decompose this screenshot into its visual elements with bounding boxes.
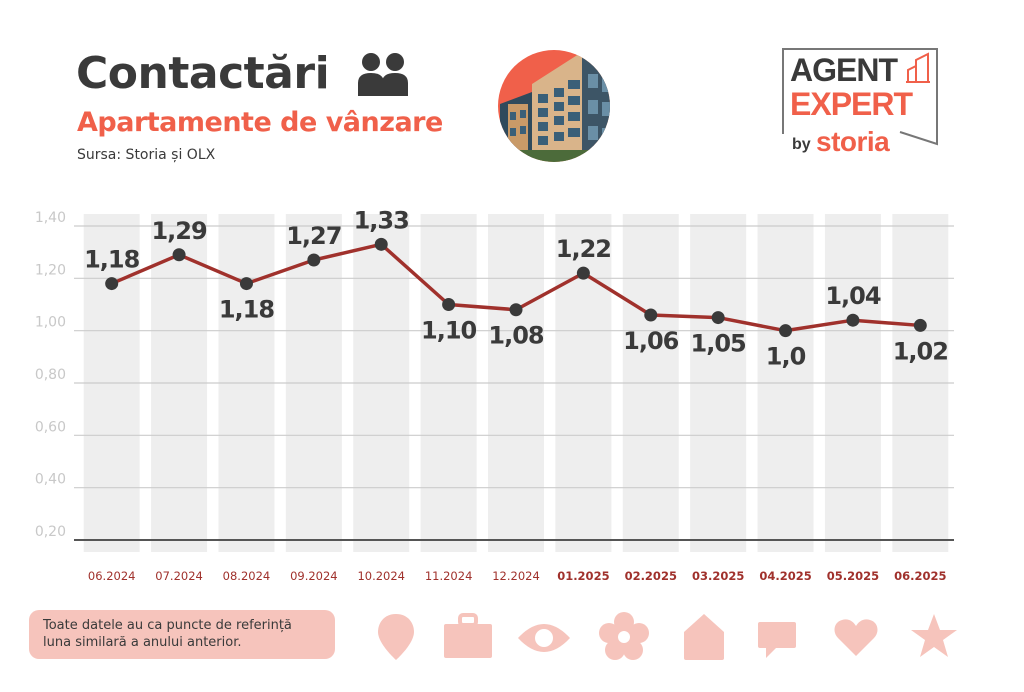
data-label: 1,18 — [219, 296, 275, 324]
y-tick-label: 1,20 — [35, 262, 66, 278]
note-line-1: Toate datele au ca puncte de referință — [43, 618, 292, 633]
x-tick-label: 11.2024 — [425, 569, 473, 583]
flower-icon — [599, 612, 649, 660]
x-tick-label: 03.2025 — [692, 569, 744, 583]
y-tick-label: 0,80 — [35, 367, 66, 383]
logo-by-text: by — [792, 136, 811, 153]
data-point — [644, 308, 658, 322]
y-tick-label: 1,00 — [35, 315, 66, 331]
heart-icon — [834, 619, 878, 656]
y-tick-label: 0,60 — [35, 419, 66, 435]
page-subtitle: Apartamente de vânzare — [77, 107, 443, 138]
y-tick-label: 0,20 — [35, 524, 66, 540]
x-tick-label: 09.2024 — [290, 569, 338, 583]
x-tick-label: 01.2025 — [557, 569, 609, 583]
y-tick-label: 1,40 — [35, 210, 66, 226]
people-icon — [358, 53, 408, 96]
data-point — [172, 248, 186, 262]
line-chart: 1,40 1,20 1,00 0,80 0,60 0,40 0,20 06.2024 07.20… — [35, 206, 954, 583]
star-icon — [911, 614, 957, 657]
decorative-icon-row — [360, 610, 980, 662]
x-tick-label: 06.2024 — [88, 569, 136, 583]
x-tick-label: 12.2024 — [492, 569, 540, 583]
logo-frame — [782, 48, 938, 146]
eye-icon — [518, 624, 570, 652]
data-label: 1,05 — [691, 330, 747, 358]
house-icon — [684, 614, 724, 660]
data-label: 1,0 — [766, 343, 806, 371]
x-tick-label: 06.2025 — [894, 569, 946, 583]
note-line-2: luna similară a anului anterior. — [43, 635, 242, 650]
data-point — [509, 303, 523, 317]
briefcase-icon — [444, 613, 492, 658]
data-label: 1,02 — [893, 337, 948, 365]
data-label: 1,08 — [488, 322, 544, 350]
logo-storia-text: storia — [816, 126, 890, 157]
data-point — [576, 266, 590, 280]
x-tick-label: 05.2025 — [827, 569, 879, 583]
agent-expert-logo: AGENT EXPERT by storia — [782, 48, 942, 160]
x-tick-label: 02.2025 — [625, 569, 677, 583]
source-text: Sursa: Storia și OLX — [77, 147, 216, 163]
y-tick-label: 0,40 — [35, 472, 66, 488]
apartment-building-photo — [498, 50, 610, 162]
data-label: 1,33 — [354, 206, 409, 234]
reference-note: Toate datele au ca puncte de referință l… — [29, 610, 335, 659]
data-point — [913, 318, 927, 332]
data-point — [105, 277, 119, 291]
page-title: Contactări — [76, 48, 330, 99]
data-point — [374, 237, 388, 251]
data-label: 1,22 — [556, 235, 611, 263]
data-point — [711, 311, 725, 325]
x-tick-label: 10.2024 — [357, 569, 405, 583]
data-point — [442, 298, 456, 311]
logo-expert-text: EXPERT — [790, 86, 913, 122]
data-label: 1,18 — [84, 246, 140, 274]
data-label: 1,04 — [825, 282, 881, 310]
data-label: 1,29 — [151, 217, 207, 245]
data-point — [239, 277, 253, 291]
data-label: 1,10 — [421, 317, 477, 345]
x-tick-label: 08.2024 — [223, 569, 271, 583]
data-point — [846, 313, 860, 327]
data-label: 1,06 — [623, 327, 679, 355]
data-point — [779, 324, 793, 338]
chat-bubble-icon — [758, 622, 796, 658]
logo-agent-text: AGENT — [790, 52, 898, 88]
location-pin-icon — [378, 614, 414, 660]
data-point — [307, 253, 321, 267]
x-tick-label: 04.2025 — [759, 569, 811, 583]
data-label: 1,27 — [286, 222, 341, 250]
x-tick-label: 07.2024 — [155, 569, 203, 583]
